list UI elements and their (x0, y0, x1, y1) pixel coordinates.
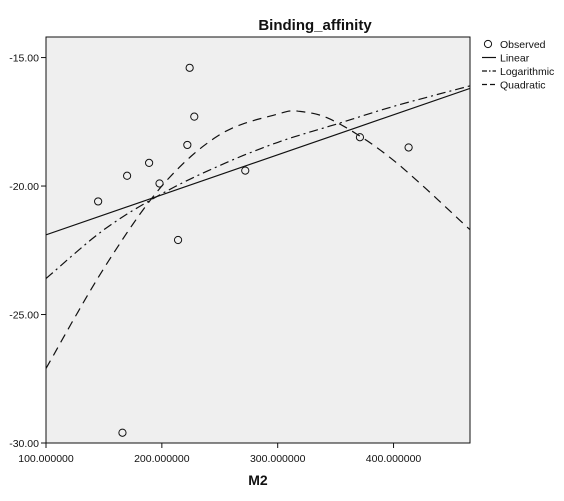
x-tick-label: 300.000000 (250, 453, 306, 465)
legend-marker-observed (483, 39, 493, 49)
x-tick-label: 200.000000 (134, 453, 190, 465)
fit-lines (46, 85, 470, 369)
observed-point (145, 158, 154, 168)
legend-label-observed: Observed (500, 39, 546, 51)
y-tick-label: -20.00 (9, 181, 39, 193)
observed-point (173, 235, 183, 245)
plot-area (45, 36, 471, 444)
y-tick-label: -25.00 (9, 310, 39, 322)
x-axis-label: M2 (248, 472, 268, 488)
observed-point (183, 140, 192, 150)
legend-label-logarithmic: Logarithmic (500, 66, 554, 78)
chart-title: Binding_affinity (258, 17, 372, 34)
legend-label-quadratic: Quadratic (500, 80, 546, 92)
observed-point (241, 166, 250, 175)
observed-point (155, 179, 164, 188)
observed-point (122, 171, 132, 180)
x-tick-label: 100.000000 (18, 453, 74, 465)
y-tick-label: -15.00 (9, 53, 39, 65)
fit-line-logarithmic (46, 85, 470, 279)
observed-points (94, 63, 413, 437)
x-tick-label: 400.000000 (366, 453, 422, 465)
observed-point (185, 63, 194, 72)
observed-point (94, 197, 103, 206)
legend-label-linear: Linear (500, 53, 530, 65)
observed-point (190, 112, 199, 121)
observed-point (118, 428, 127, 437)
axes: -15.00 -20.00 -25.00 -30.00 100.000000 200.00… (9, 53, 421, 465)
fit-line-linear (46, 87, 470, 236)
y-tick-label: -30.00 (9, 438, 39, 450)
observed-point (404, 143, 413, 152)
observed-point (355, 133, 365, 142)
fit-line-quadratic (46, 110, 470, 369)
